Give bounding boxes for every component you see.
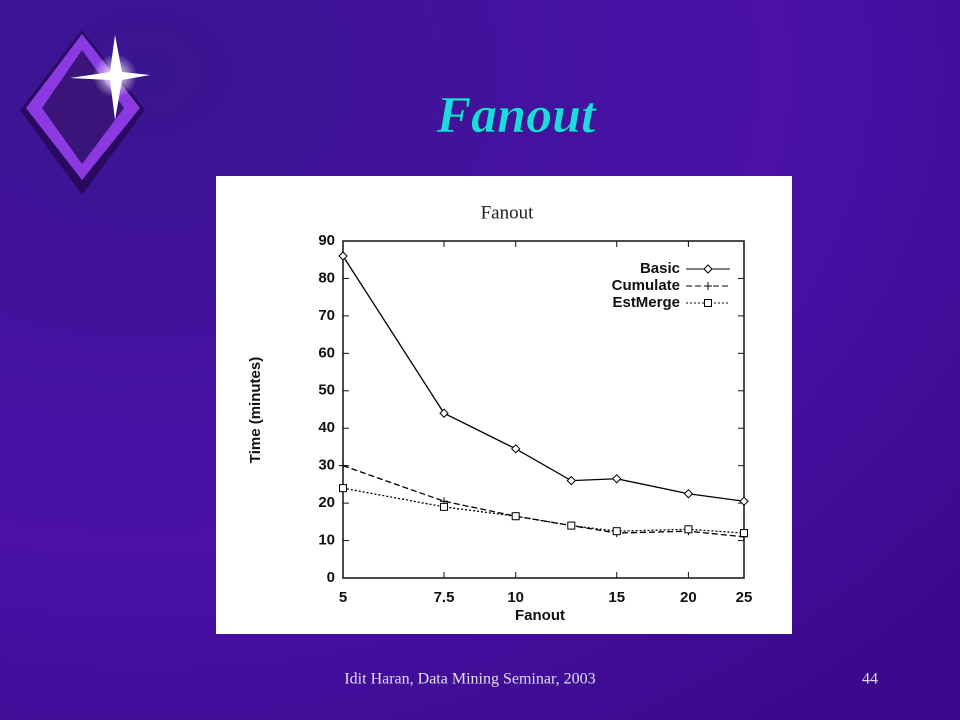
x-axis-label: Fanout <box>515 607 565 624</box>
x-tick-label: 25 <box>736 589 753 606</box>
y-tick-label: 70 <box>318 307 335 324</box>
marker <box>612 527 621 536</box>
marker <box>339 484 347 493</box>
y-tick-label: 10 <box>318 532 335 549</box>
footer: Idit Haran, Data Mining Seminar, 2003 <box>344 671 595 688</box>
legend-label: EstMerge <box>612 294 680 311</box>
marker <box>612 474 622 484</box>
y-tick-label: 80 <box>318 269 335 286</box>
marker <box>740 529 748 538</box>
marker <box>439 408 449 418</box>
marker <box>567 521 576 530</box>
legend-label: Basic <box>640 260 680 277</box>
marker <box>339 461 347 470</box>
marker <box>683 489 694 499</box>
x-tick-label: 10 <box>507 589 524 606</box>
x-tick-label: 15 <box>608 589 625 606</box>
y-tick-label: 50 <box>318 382 335 399</box>
plot-frame <box>342 240 745 579</box>
plot: 0 10 20 30 40 50 60 70 80 90 5 7.5 10 15 20 25 BasicCumu… <box>318 232 752 606</box>
legend-marker <box>703 264 713 274</box>
chart-title: Fanout <box>481 202 535 223</box>
x-tick-label: 20 <box>680 589 697 606</box>
marker <box>739 496 749 506</box>
logo <box>20 30 150 195</box>
x-tick-label: 5 <box>339 589 347 606</box>
marker <box>684 525 693 534</box>
marker <box>338 251 348 261</box>
marker <box>510 444 521 454</box>
legend-label: Cumulate <box>612 277 680 294</box>
legend-marker <box>704 299 712 307</box>
page-number: 44 <box>862 671 878 688</box>
legend-marker <box>704 282 712 290</box>
y-tick-label: 0 <box>327 569 335 586</box>
x-tick-label: 7.5 <box>434 589 455 606</box>
marker <box>511 512 520 521</box>
y-axis-label: Time (minutes) <box>247 357 264 463</box>
y-tick-label: 20 <box>318 494 335 511</box>
y-tick-label: 30 <box>318 457 335 474</box>
chart-panel <box>216 176 792 634</box>
marker <box>566 475 577 486</box>
slide-title: Fanout <box>436 87 598 144</box>
y-tick-label: 60 <box>318 344 335 361</box>
marker <box>440 502 449 511</box>
y-tick-label: 40 <box>318 419 335 436</box>
y-tick-label: 90 <box>318 232 335 249</box>
